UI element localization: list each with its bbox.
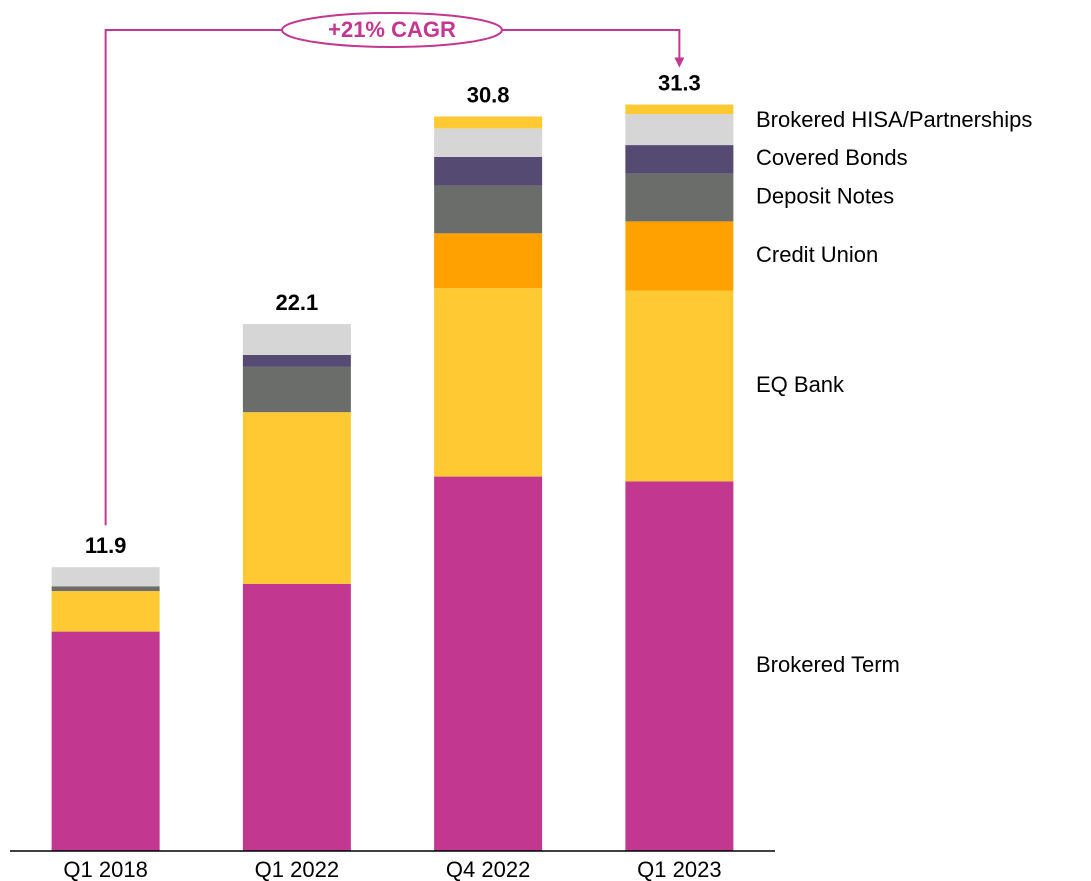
bar-segment — [625, 114, 734, 146]
bar-segment — [242, 412, 351, 584]
bar-segment — [625, 290, 734, 482]
bar-segment — [242, 366, 351, 413]
bar-segment — [625, 481, 734, 851]
legend-label: Credit Union — [756, 242, 878, 267]
cagr-pill — [281, 12, 503, 48]
x-tick-label: Q1 2023 — [637, 857, 721, 881]
bar-segment — [434, 185, 543, 234]
x-tick-label: Q4 2022 — [446, 857, 530, 881]
bar-segment — [434, 288, 543, 477]
bar-segment — [51, 567, 160, 587]
legend-label: Brokered Term — [756, 652, 900, 677]
total-label: 31.3 — [658, 70, 701, 95]
bar-segment — [625, 221, 734, 291]
cagr-bracket — [104, 29, 685, 526]
bar-segment — [242, 583, 351, 851]
total-label: 11.9 — [85, 533, 127, 558]
legend-label: Deposit Notes — [756, 183, 894, 208]
bar-segment — [434, 128, 543, 158]
bar-segment — [51, 586, 160, 592]
legend-label: Brokered HISA/Partnerships — [756, 107, 1032, 132]
bar-segment — [242, 323, 351, 355]
bar-segment — [625, 145, 734, 174]
bar-segment — [434, 116, 543, 129]
bar-segment — [51, 631, 160, 851]
legend-label: Covered Bonds — [756, 145, 908, 170]
bar-segment — [434, 476, 543, 851]
bar-segment — [242, 354, 351, 367]
bar-segment — [434, 233, 543, 289]
legend-label: EQ Bank — [756, 372, 845, 397]
bar-segment — [434, 157, 543, 186]
total-label: 22.1 — [275, 290, 318, 315]
x-tick-label: Q1 2018 — [63, 857, 147, 881]
total-label: 30.8 — [467, 82, 510, 107]
x-tick-label: Q1 2022 — [255, 857, 339, 881]
bar-segment — [625, 104, 734, 115]
bar-segment — [51, 591, 160, 632]
bar-segment — [625, 173, 734, 222]
cagr-annotation: +21% CAGR — [328, 17, 456, 42]
